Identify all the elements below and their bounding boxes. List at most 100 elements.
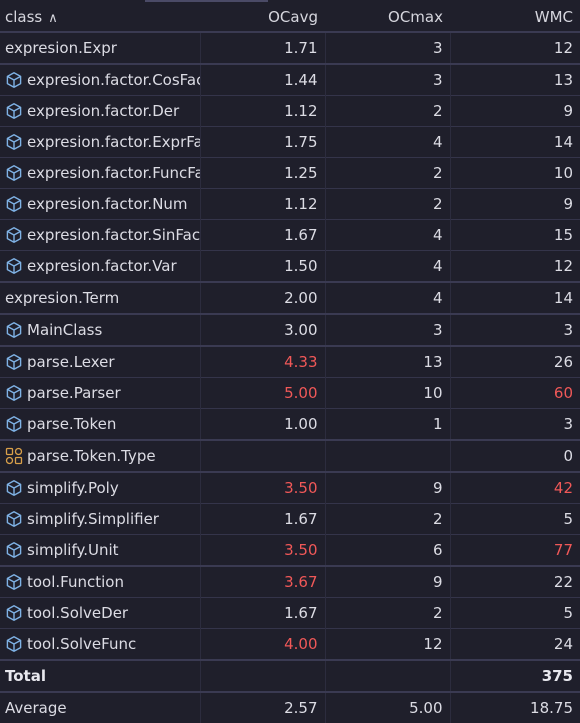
ocavg-cell: 1.50 xyxy=(200,250,326,282)
class-name: simplify.Poly xyxy=(27,479,119,497)
class-name: expresion.factor.FuncFactor xyxy=(27,164,199,182)
wmc-cell: 60 xyxy=(450,377,580,409)
table-row[interactable]: tool.SolveFunc 4.00 12 24 xyxy=(0,628,580,660)
table-row[interactable]: expresion.Term 2.00 4 14 xyxy=(0,281,580,314)
wmc-cell: 15 xyxy=(450,219,580,251)
wmc-cell: 26 xyxy=(450,345,580,378)
class-name-cell: expresion.factor.FuncFactor xyxy=(0,157,201,189)
column-header-ocavg[interactable]: OCavg xyxy=(200,2,325,33)
ocavg-cell: 1.67 xyxy=(200,597,326,629)
class-name: expresion.factor.ExprFactor xyxy=(27,133,199,151)
wmc-cell: 14 xyxy=(450,281,580,314)
class-name-cell: tool.Function xyxy=(0,565,201,598)
class-name: expresion.Term xyxy=(5,289,120,307)
ocmax-cell: 3 xyxy=(325,63,451,96)
table-row[interactable]: expresion.factor.Var 1.50 4 12 xyxy=(0,250,580,282)
class-name: MainClass xyxy=(27,321,103,339)
ocmax-cell: 4 xyxy=(325,281,451,314)
class-icon xyxy=(5,353,23,371)
table-row[interactable]: parse.Token 1.00 1 3 xyxy=(0,408,580,440)
column-header-class[interactable]: class ∧ xyxy=(0,2,200,33)
table-header: class ∧ OCavg OCmax WMC xyxy=(0,2,580,33)
ocmax-cell: 2 xyxy=(325,503,451,535)
ocavg-cell: 5.00 xyxy=(200,377,326,409)
ocavg-cell: 2.57 xyxy=(200,691,326,723)
wmc-cell: 12 xyxy=(450,250,580,282)
ocmax-cell: 3 xyxy=(325,31,451,64)
class-name: simplify.Simplifier xyxy=(27,510,159,528)
table-row[interactable]: parse.Lexer 4.33 13 26 xyxy=(0,345,580,378)
class-name-cell: Average xyxy=(0,691,201,723)
class-icon xyxy=(5,164,23,182)
class-name: expresion.factor.SinFactor xyxy=(27,226,200,244)
wmc-cell: 0 xyxy=(450,439,580,472)
class-name-cell: parse.Lexer xyxy=(0,345,201,378)
class-name-cell: expresion.Expr xyxy=(0,31,201,64)
ocavg-cell xyxy=(200,659,326,692)
ocavg-cell: 3.00 xyxy=(200,313,326,346)
table-row[interactable]: simplify.Unit 3.50 6 77 xyxy=(0,534,580,566)
ocmax-cell: 5.00 xyxy=(325,691,451,723)
ocmax-cell: 2 xyxy=(325,597,451,629)
tab-indicator xyxy=(145,0,268,2)
table-row[interactable]: parse.Token.Type 0 xyxy=(0,439,580,472)
class-name: expresion.factor.Var xyxy=(27,257,177,275)
total-row[interactable]: Total 375 xyxy=(0,659,580,692)
column-header-ocmax[interactable]: OCmax xyxy=(325,2,450,33)
class-name-cell: parse.Token.Type xyxy=(0,439,201,472)
table-row[interactable]: MainClass 3.00 3 3 xyxy=(0,313,580,346)
class-icon xyxy=(5,510,23,528)
enum-icon xyxy=(5,447,23,465)
ocmax-cell: 13 xyxy=(325,345,451,378)
table-row[interactable]: expresion.factor.Der 1.12 2 9 xyxy=(0,95,580,127)
class-icon xyxy=(5,479,23,497)
table-row[interactable]: tool.Function 3.67 9 22 xyxy=(0,565,580,598)
table-row[interactable]: tool.SolveDer 1.67 2 5 xyxy=(0,597,580,629)
table-row[interactable]: parse.Parser 5.00 10 60 xyxy=(0,377,580,409)
ocavg-cell xyxy=(200,439,326,472)
wmc-cell: 22 xyxy=(450,565,580,598)
ocavg-cell: 1.00 xyxy=(200,408,326,440)
class-icon xyxy=(5,226,23,244)
table-row[interactable]: simplify.Simplifier 1.67 2 5 xyxy=(0,503,580,535)
column-header-class-label: class xyxy=(5,7,43,26)
wmc-cell: 5 xyxy=(450,503,580,535)
class-icon xyxy=(5,573,23,591)
ocmax-cell: 6 xyxy=(325,534,451,566)
ocavg-cell: 2.00 xyxy=(200,281,326,314)
ocmax-cell: 9 xyxy=(325,471,451,504)
ocmax-cell xyxy=(325,439,451,472)
average-row[interactable]: Average 2.57 5.00 18.75 xyxy=(0,691,580,723)
table-row[interactable]: expresion.factor.Num 1.12 2 9 xyxy=(0,188,580,220)
ocmax-cell: 3 xyxy=(325,313,451,346)
class-name: expresion.factor.Num xyxy=(27,195,188,213)
class-name: tool.SolveDer xyxy=(27,604,129,622)
ocavg-cell: 4.00 xyxy=(200,628,326,660)
ocmax-cell: 1 xyxy=(325,408,451,440)
class-name-cell: simplify.Poly xyxy=(0,471,201,504)
column-header-wmc[interactable]: WMC xyxy=(450,2,580,33)
class-icon xyxy=(5,71,23,89)
class-name-cell: expresion.factor.SinFactor xyxy=(0,219,201,251)
class-name-cell: MainClass xyxy=(0,313,201,346)
ocavg-cell: 1.75 xyxy=(200,126,326,158)
ocmax-cell xyxy=(325,659,451,692)
class-name-cell: expresion.Term xyxy=(0,281,201,314)
class-name-cell: simplify.Unit xyxy=(0,534,201,566)
ocmax-cell: 4 xyxy=(325,250,451,282)
class-name-cell: expresion.factor.ExprFactor xyxy=(0,126,201,158)
table-row[interactable]: simplify.Poly 3.50 9 42 xyxy=(0,471,580,504)
ocavg-cell: 1.25 xyxy=(200,157,326,189)
ocavg-cell: 4.33 xyxy=(200,345,326,378)
class-name: expresion.factor.CosFactor xyxy=(27,71,199,89)
ocavg-cell: 3.67 xyxy=(200,565,326,598)
class-name: Average xyxy=(5,699,67,717)
table-row[interactable]: expresion.Expr 1.71 3 12 xyxy=(0,31,580,64)
ocavg-cell: 1.67 xyxy=(200,503,326,535)
wmc-cell: 42 xyxy=(450,471,580,504)
